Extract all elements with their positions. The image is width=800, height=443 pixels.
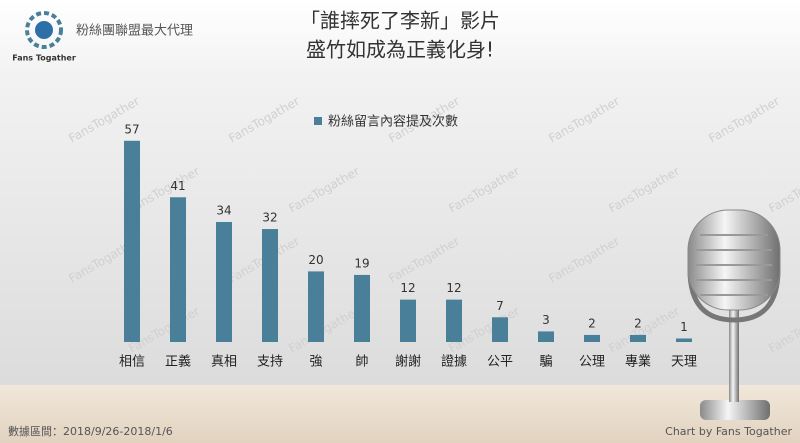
bar: [676, 338, 692, 342]
bar: [124, 140, 140, 342]
value-label: 1: [680, 320, 688, 334]
value-label: 57: [124, 122, 139, 136]
bar: [216, 221, 232, 342]
x-tick-label: 真相: [211, 355, 237, 370]
x-tick-label: 強: [309, 355, 322, 370]
value-label: 2: [634, 316, 642, 330]
floor: [0, 385, 800, 443]
x-tick-label: 正義: [165, 354, 191, 370]
x-tick-label: 天理: [671, 355, 697, 370]
x-tick-label: 謝謝: [395, 355, 421, 370]
bar: [492, 317, 508, 342]
x-tick-label: 專業: [625, 354, 651, 370]
legend-swatch: [314, 117, 322, 125]
value-label: 20: [308, 253, 323, 267]
x-tick-label: 支持: [257, 355, 283, 370]
value-label: 2: [588, 316, 596, 330]
bar: [170, 197, 186, 342]
mic-grill: [696, 234, 772, 296]
logo-globe: [35, 21, 53, 39]
mic-base: [700, 400, 770, 420]
logo-text: Fans Togather: [12, 54, 76, 63]
brand: 粉絲團聯盟最大代理: [76, 24, 193, 39]
bar: [538, 331, 554, 342]
legend-label: 粉絲留言內容提及次數: [328, 114, 458, 130]
value-label: 34: [216, 203, 231, 217]
footer-credit: Chart by Fans Togather: [665, 425, 792, 438]
bar: [262, 229, 278, 342]
value-label: 3: [542, 313, 550, 327]
bar: [630, 334, 646, 342]
chart-title: 盛竹如成為正義化身!: [306, 38, 494, 62]
footer-range: 數據區間：2018/9/26-2018/1/6: [8, 424, 173, 438]
x-tick-label: 公理: [579, 355, 605, 370]
value-label: 12: [446, 281, 461, 295]
value-label: 32: [262, 211, 277, 225]
value-label: 19: [354, 256, 369, 270]
bar: [354, 274, 370, 342]
logo: Fans Togather 粉絲團聯盟最大代理: [12, 11, 193, 63]
x-tick-label: 騙: [539, 354, 552, 370]
mic-stand: [729, 300, 739, 402]
x-tick-label: 公平: [487, 355, 513, 370]
x-tick-label: 相信: [119, 355, 145, 370]
x-tick-label: 帥: [355, 355, 368, 370]
bar: [584, 334, 600, 342]
logo-ring: [25, 11, 63, 49]
value-label: 12: [400, 281, 415, 295]
microphone: [687, 209, 781, 420]
value-label: 41: [170, 179, 185, 193]
bar: [446, 299, 462, 342]
mic-yoke: [687, 269, 781, 323]
x-tick-label: 證據: [441, 354, 467, 370]
bar: [308, 271, 324, 342]
chart-title: 「誰摔死了李新」影片: [300, 9, 500, 33]
value-label: 7: [496, 299, 504, 313]
bar: [400, 299, 416, 342]
